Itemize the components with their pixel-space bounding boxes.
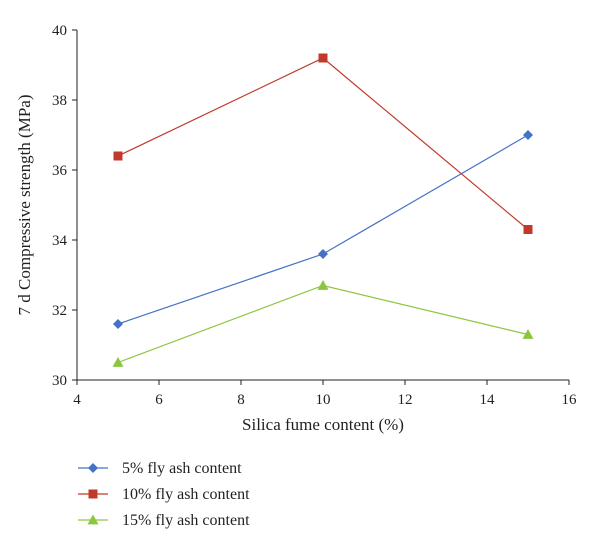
- data-point: [112, 357, 124, 367]
- legend-marker: [88, 489, 98, 499]
- x-tick-label: 8: [237, 392, 245, 408]
- legend-item: 15% fly ash content: [78, 512, 250, 529]
- y-tick-label: 30: [52, 373, 67, 389]
- y-tick-label: 32: [52, 303, 67, 319]
- x-tick-label: 14: [480, 392, 496, 408]
- series-layer: [112, 53, 534, 367]
- legend-label: 5% fly ash content: [122, 460, 242, 477]
- legend-label: 15% fly ash content: [122, 512, 250, 529]
- x-tick-label: 12: [398, 392, 413, 408]
- legend-item: 5% fly ash content: [78, 460, 242, 477]
- data-point: [318, 249, 328, 259]
- series-line: [117, 134, 529, 325]
- data-point: [523, 225, 533, 234]
- legend: 5% fly ash content 10% fly ash content 15%…: [78, 460, 250, 529]
- series-2: [113, 53, 533, 234]
- legend-marker: [87, 514, 99, 525]
- data-point: [317, 280, 329, 290]
- y-axis-label: 7 d Compressive strength (MPa): [15, 95, 34, 316]
- legend-marker: [88, 463, 98, 473]
- data-point: [522, 329, 534, 339]
- x-tick-label: 10: [316, 392, 331, 408]
- y-tick-label: 36: [52, 163, 68, 179]
- x-axis-ticks: 4 6 8 10 12 14 16: [73, 380, 577, 408]
- x-tick-label: 6: [155, 392, 163, 408]
- data-point: [113, 319, 123, 329]
- series-1: [113, 130, 533, 329]
- y-tick-label: 34: [52, 233, 68, 249]
- series-line: [117, 284, 529, 364]
- x-axis-label: Silica fume content (%): [242, 415, 404, 434]
- legend-item: 10% fly ash content: [78, 486, 250, 503]
- series-3: [112, 280, 534, 367]
- plot-area: [76, 30, 569, 381]
- data-point: [523, 130, 533, 140]
- x-tick-label: 4: [73, 392, 81, 408]
- series-line: [117, 57, 529, 230]
- data-point: [318, 53, 328, 63]
- legend-label: 10% fly ash content: [122, 486, 250, 503]
- y-tick-label: 38: [52, 93, 67, 109]
- y-axis-ticks: 30 32 34 36 38 40: [52, 23, 77, 389]
- data-point: [113, 151, 123, 161]
- x-tick-label: 16: [562, 392, 578, 408]
- y-tick-label: 40: [52, 23, 67, 39]
